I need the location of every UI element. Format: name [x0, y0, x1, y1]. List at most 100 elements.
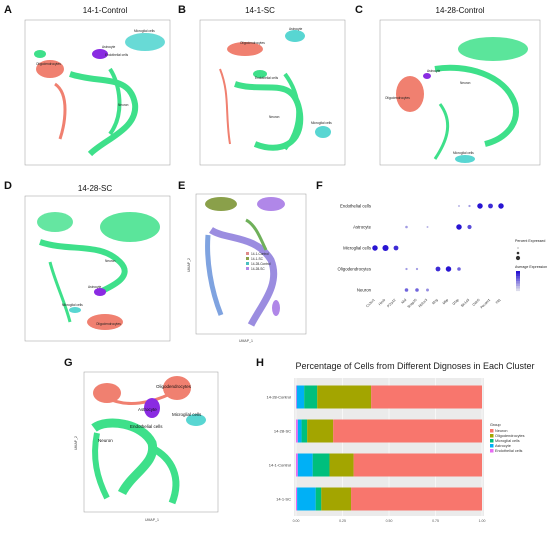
bar-segment [297, 487, 316, 511]
dotplot-col-label: P2ry12 [386, 298, 397, 309]
panel-a-letter: A [4, 4, 12, 16]
dotplot-color-legend-step [516, 283, 520, 287]
bar-chart-x-tick: 0.25 [339, 519, 346, 523]
label-a-astrocyte: Astrocyte [102, 45, 116, 49]
bar-segment [329, 453, 354, 477]
label-a-microglial: Microglial cells [134, 29, 155, 33]
bar-segment [307, 419, 334, 443]
dotplot-col-label: Cx3cr1 [365, 298, 376, 309]
dotplot-col-label: Slc1a3 [460, 298, 470, 308]
dotplot-dot [498, 203, 504, 209]
bar-segment [297, 453, 313, 477]
label-c-neuron: Neuron [460, 81, 471, 85]
dotplot-dot [426, 226, 429, 228]
label-d-neuron: Neuron [105, 259, 116, 263]
bar-chart-x-tick: 0.00 [293, 519, 300, 523]
umap-panel-d: Neuron Astrocyte Microglial cells Oligod… [24, 195, 171, 342]
dotplot-row-label: Neuron [357, 288, 372, 293]
panel-g-letter: G [64, 357, 73, 369]
label-a-oligodendrocytes: Oligodendrocytes [36, 62, 61, 66]
dotplot-dot [467, 224, 472, 230]
bar-chart-x-tick: 0.75 [432, 519, 439, 523]
axis-e-x: UMAP_1 [239, 339, 253, 343]
bar-chart-legend-item: Astrocyte [495, 444, 511, 448]
panel-d-letter: D [4, 180, 12, 192]
dotplot-row-label: Endothelial cells [340, 204, 371, 209]
panel-c-letter: C [355, 4, 363, 16]
bar-chart-category-label: 14-1-SC [276, 497, 291, 502]
dotplot-dot [415, 267, 419, 271]
legend-e-item-2: 14-1-SC [251, 257, 264, 261]
label-g-microglial: Microglial cells [172, 412, 202, 417]
label-c-oligodendrocytes: Oligodendrocytes [385, 96, 410, 100]
dotplot-dot [456, 224, 462, 230]
label-d-astrocyte: Astrocyte [88, 285, 102, 289]
dotplot-dot [405, 225, 408, 229]
label-b-endothelial: Endothelial cells [255, 76, 278, 80]
umap-panel-c: Oligodendrocytes Astrocyte Neuron Microg… [379, 19, 541, 166]
dotplot-dot [435, 266, 441, 272]
dotplot-col-label: Mbp [442, 298, 450, 306]
bar-segment [296, 453, 298, 477]
legend-e-key-4 [246, 267, 249, 270]
dotplot-color-legend-step [516, 281, 520, 284]
bar-chart-x-tick: 0.50 [386, 519, 393, 523]
dotplot-col-label: Gfap [452, 298, 460, 306]
bar-chart-legend-key [490, 444, 494, 448]
panel-b-title: 14-1-SC [245, 6, 275, 15]
dotplot-color-legend-step [516, 278, 520, 282]
panel-e-letter: E [178, 180, 186, 192]
dot-plot: Endothelial cells Astrocyte Microglial cel… [338, 203, 547, 310]
dotplot-dot [404, 288, 409, 292]
bar-chart-category-label: 14-1-Control [269, 463, 291, 468]
bar-segment [296, 385, 297, 409]
umap-panel-g: Oligodendrocytes Astrocyte Microglial ce… [74, 371, 219, 522]
umap-panel-b: Oligodendrocytes Astrocyte Endothelial c… [199, 19, 346, 166]
dotplot-dot [405, 267, 408, 271]
dotplot-col-label: Mal [401, 298, 408, 305]
axis-g-x: UMAP_1 [145, 518, 159, 522]
label-b-oligodendrocytes: Oligodendrocytes [240, 41, 265, 45]
dotplot-col-label: Flt1 [495, 298, 502, 305]
bar-chart-legend-key [490, 434, 494, 438]
dotplot-size-legend-dot [515, 255, 521, 261]
bar-segment [297, 419, 302, 443]
panel-d-title: 14-28-SC [77, 184, 113, 193]
dotplot-color-legend-step [516, 286, 520, 289]
dotplot-dot [426, 288, 429, 292]
legend-e-item-1: 14-1-Control [251, 252, 269, 256]
dotplot-dot [458, 205, 460, 207]
panel-f-letter: F [316, 180, 323, 192]
bar-segment [353, 453, 482, 477]
dotplot-row-label: Oligodendrocytes [338, 267, 371, 272]
dotplot-dot [468, 204, 471, 208]
dotplot-color-legend-step [516, 273, 520, 277]
dotplot-dot [488, 203, 493, 209]
panel-h-letter: H [256, 357, 264, 369]
bar-chart-legend-key [490, 449, 494, 453]
dotplot-dot [372, 245, 378, 251]
legend-e-item-4: 14-28-SC [251, 267, 265, 271]
dotplot-size-legend-dot [516, 251, 520, 255]
axis-g-y: UMAP_2 [74, 436, 78, 450]
bar-segment [312, 453, 330, 477]
bar-segment [317, 385, 372, 409]
bar-segment [315, 487, 322, 511]
label-b-astrocyte: Astrocyte [289, 27, 303, 31]
dotplot-size-legend-title: Percent Expressed [515, 239, 545, 243]
dotplot-dot [477, 203, 483, 209]
dotplot-dot [445, 266, 452, 272]
legend-e-key-1 [246, 252, 249, 255]
panel-a-title: 14-1-Control [82, 6, 128, 15]
bar-segment [296, 419, 298, 443]
dotplot-col-label: Hexb [378, 298, 387, 307]
bar-chart-legend-key [490, 439, 494, 443]
label-c-astrocyte: Astrocyte [427, 69, 441, 73]
dotplot-color-legend-step [516, 271, 520, 274]
bar-segment [304, 385, 318, 409]
bar-segment [333, 419, 482, 443]
legend-e-key-2 [246, 257, 249, 260]
umap-panel-e: 14-1-Control 14-1-SC 14-28-Control 14-28… [187, 193, 307, 343]
bar-chart-legend-item: Oligodendrocytes [495, 434, 525, 438]
bar-chart-x-tick: 1.00 [479, 519, 486, 523]
